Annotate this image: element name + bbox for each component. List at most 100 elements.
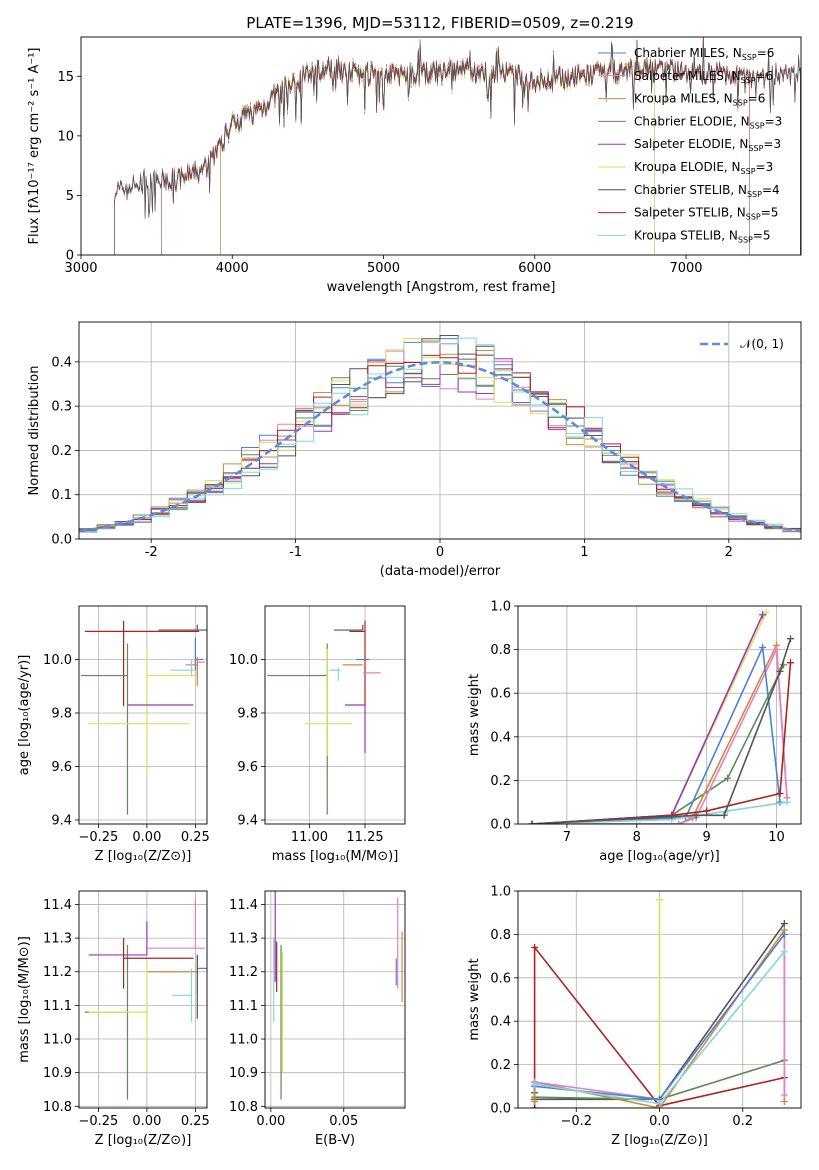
weight-marker — [773, 646, 781, 654]
axes-frame — [517, 890, 802, 1109]
weight-line — [531, 664, 785, 824]
spectrum-line — [113, 38, 801, 255]
y-tick-label: 0.2 — [490, 774, 511, 789]
y-tick-label: 9.6 — [237, 760, 258, 775]
x-tick-label: 11.00 — [291, 830, 328, 845]
y-tick-label: 10.9 — [229, 1066, 258, 1081]
x-tick-label: -2 — [145, 545, 158, 560]
legend-entry: Chabrier STELIB, NSSP=4 — [634, 183, 780, 199]
y-tick-label: 0.6 — [490, 971, 511, 986]
weight-marker — [531, 1080, 539, 1088]
legend-entry: Chabrier MILES, NSSP=6 — [634, 46, 774, 62]
plot-area — [267, 620, 381, 815]
x-axis-label: wavelength [Angstrom, rest frame] — [327, 280, 556, 295]
x-tick-label: 9 — [703, 830, 711, 845]
x-tick-label: 0.00 — [132, 1114, 161, 1129]
y-tick-label: 11.0 — [43, 1033, 72, 1048]
y-tick-label: 10 — [57, 129, 74, 144]
x-axis-label: Z [log₁₀(Z/Z⊙)] — [95, 1133, 192, 1148]
y-tick-label: 0.4 — [51, 355, 72, 370]
legend-entry: Salpeter ELODIE, NSSP=3 — [634, 137, 781, 153]
axes-1: -2 -1 0 1 2 0.0 0.1 0.2 0.3 0.4 (data-model)/error… — [27, 321, 802, 579]
x-tick-label: 0.00 — [256, 1114, 285, 1129]
y-tick-label: 0.0 — [490, 1102, 511, 1117]
x-tick-label: 6000 — [518, 261, 551, 276]
axes-7: −0.2 0.0 0.2 0.0 0.2 0.4 0.6 0.8 1.0 Z [log₁₀(Z/Z… — [467, 885, 802, 1148]
y-axis-label: Flux [fλ10⁻¹⁷ erg cm⁻² s⁻¹ A⁻¹] — [27, 48, 42, 245]
x-tick-label: 10 — [768, 830, 785, 845]
axes-3: 11.00 11.25 9.4 9.6 9.8 10.0 mass [log₁₀(M/M⊙)… — [229, 605, 406, 864]
y-tick-label: 0.6 — [490, 687, 511, 702]
x-axis-label: Z [log₁₀(Z/Z⊙)] — [95, 849, 192, 864]
y-tick-label: 0.8 — [490, 643, 511, 658]
histogram-step — [79, 337, 801, 539]
plot-area — [113, 37, 801, 255]
y-tick-label: 9.8 — [51, 706, 72, 721]
axes-4: 7 8 9 10 0.0 0.2 0.4 0.6 0.8 1.0 age [log₁₀(age/yr… — [467, 600, 802, 864]
x-tick-label: 0.25 — [181, 1114, 210, 1129]
axes-frame — [517, 605, 802, 825]
y-tick-label: 0.2 — [51, 444, 72, 459]
y-tick-label: 10.0 — [43, 653, 72, 668]
y-axis-label: mass weight — [467, 674, 482, 756]
plot-area — [84, 897, 207, 1100]
y-tick-label: 1.0 — [490, 600, 511, 615]
normal-curve — [79, 360, 801, 533]
weight-marker — [780, 948, 788, 956]
weight-marker — [656, 1100, 663, 1108]
y-tick-label: 5 — [66, 189, 74, 204]
weight-marker — [759, 643, 767, 651]
spectrum-line — [220, 39, 655, 255]
x-tick-label: −0.2 — [560, 1114, 592, 1129]
plot-area — [528, 609, 795, 824]
weight-line — [531, 644, 781, 824]
y-tick-label: 10.8 — [229, 1100, 258, 1115]
x-tick-label: 1 — [580, 545, 588, 560]
weight-marker — [780, 1097, 788, 1105]
x-tick-label: 4000 — [216, 261, 249, 276]
y-tick-label: 0.4 — [490, 730, 511, 745]
y-tick-label: 0.0 — [51, 533, 72, 548]
weight-marker — [675, 820, 683, 824]
plot-area — [80, 620, 207, 815]
y-tick-label: 0.2 — [490, 1058, 511, 1073]
x-tick-label: −0.25 — [78, 1114, 118, 1129]
y-tick-label: 0.8 — [490, 928, 511, 943]
x-tick-label: 7000 — [669, 261, 702, 276]
x-tick-label: 7 — [563, 830, 571, 845]
y-tick-label: 11.2 — [229, 965, 258, 980]
plot-area — [79, 335, 801, 539]
y-tick-label: 9.4 — [51, 813, 72, 828]
y-tick-label: 1.0 — [490, 885, 511, 900]
y-tick-label: 11.0 — [229, 1033, 258, 1048]
x-tick-label: 3000 — [64, 261, 97, 276]
legend-entry: Salpeter MILES, NSSP=6 — [634, 69, 773, 85]
y-tick-label: 10.9 — [43, 1066, 72, 1081]
weight-line — [533, 945, 785, 1108]
weight-marker — [787, 635, 795, 643]
y-tick-label: 11.4 — [43, 898, 72, 913]
y-tick-label: 11.3 — [43, 932, 72, 947]
weight-marker — [776, 789, 784, 797]
weight-marker — [531, 1104, 539, 1108]
y-axis-label: age [log₁₀(age/yr)] — [17, 655, 32, 776]
legend-entry: Kroupa STELIB, NSSP=5 — [634, 228, 771, 244]
y-axis-label: mass weight — [467, 958, 482, 1040]
x-axis-label: age [log₁₀(age/yr)] — [599, 849, 720, 864]
x-axis-label: mass [log₁₀(M/M⊙)] — [272, 849, 399, 864]
x-tick-label: 11.25 — [346, 830, 383, 845]
x-tick-label: 0 — [436, 545, 444, 560]
x-axis-label: E(B-V) — [315, 1133, 355, 1148]
weight-marker — [780, 1091, 788, 1099]
y-tick-label: 10.0 — [229, 653, 258, 668]
y-axis-label: mass [log₁₀(M/M⊙)] — [17, 936, 32, 1063]
y-tick-label: 11.4 — [229, 898, 258, 913]
weight-line — [534, 899, 661, 1108]
y-tick-label: 0.4 — [490, 1015, 511, 1030]
x-tick-label: 2 — [725, 545, 733, 560]
axes-frame — [264, 605, 406, 825]
y-tick-label: 11.1 — [43, 999, 72, 1014]
y-tick-label: 9.6 — [51, 760, 72, 775]
y-tick-label: 11.1 — [229, 999, 258, 1014]
